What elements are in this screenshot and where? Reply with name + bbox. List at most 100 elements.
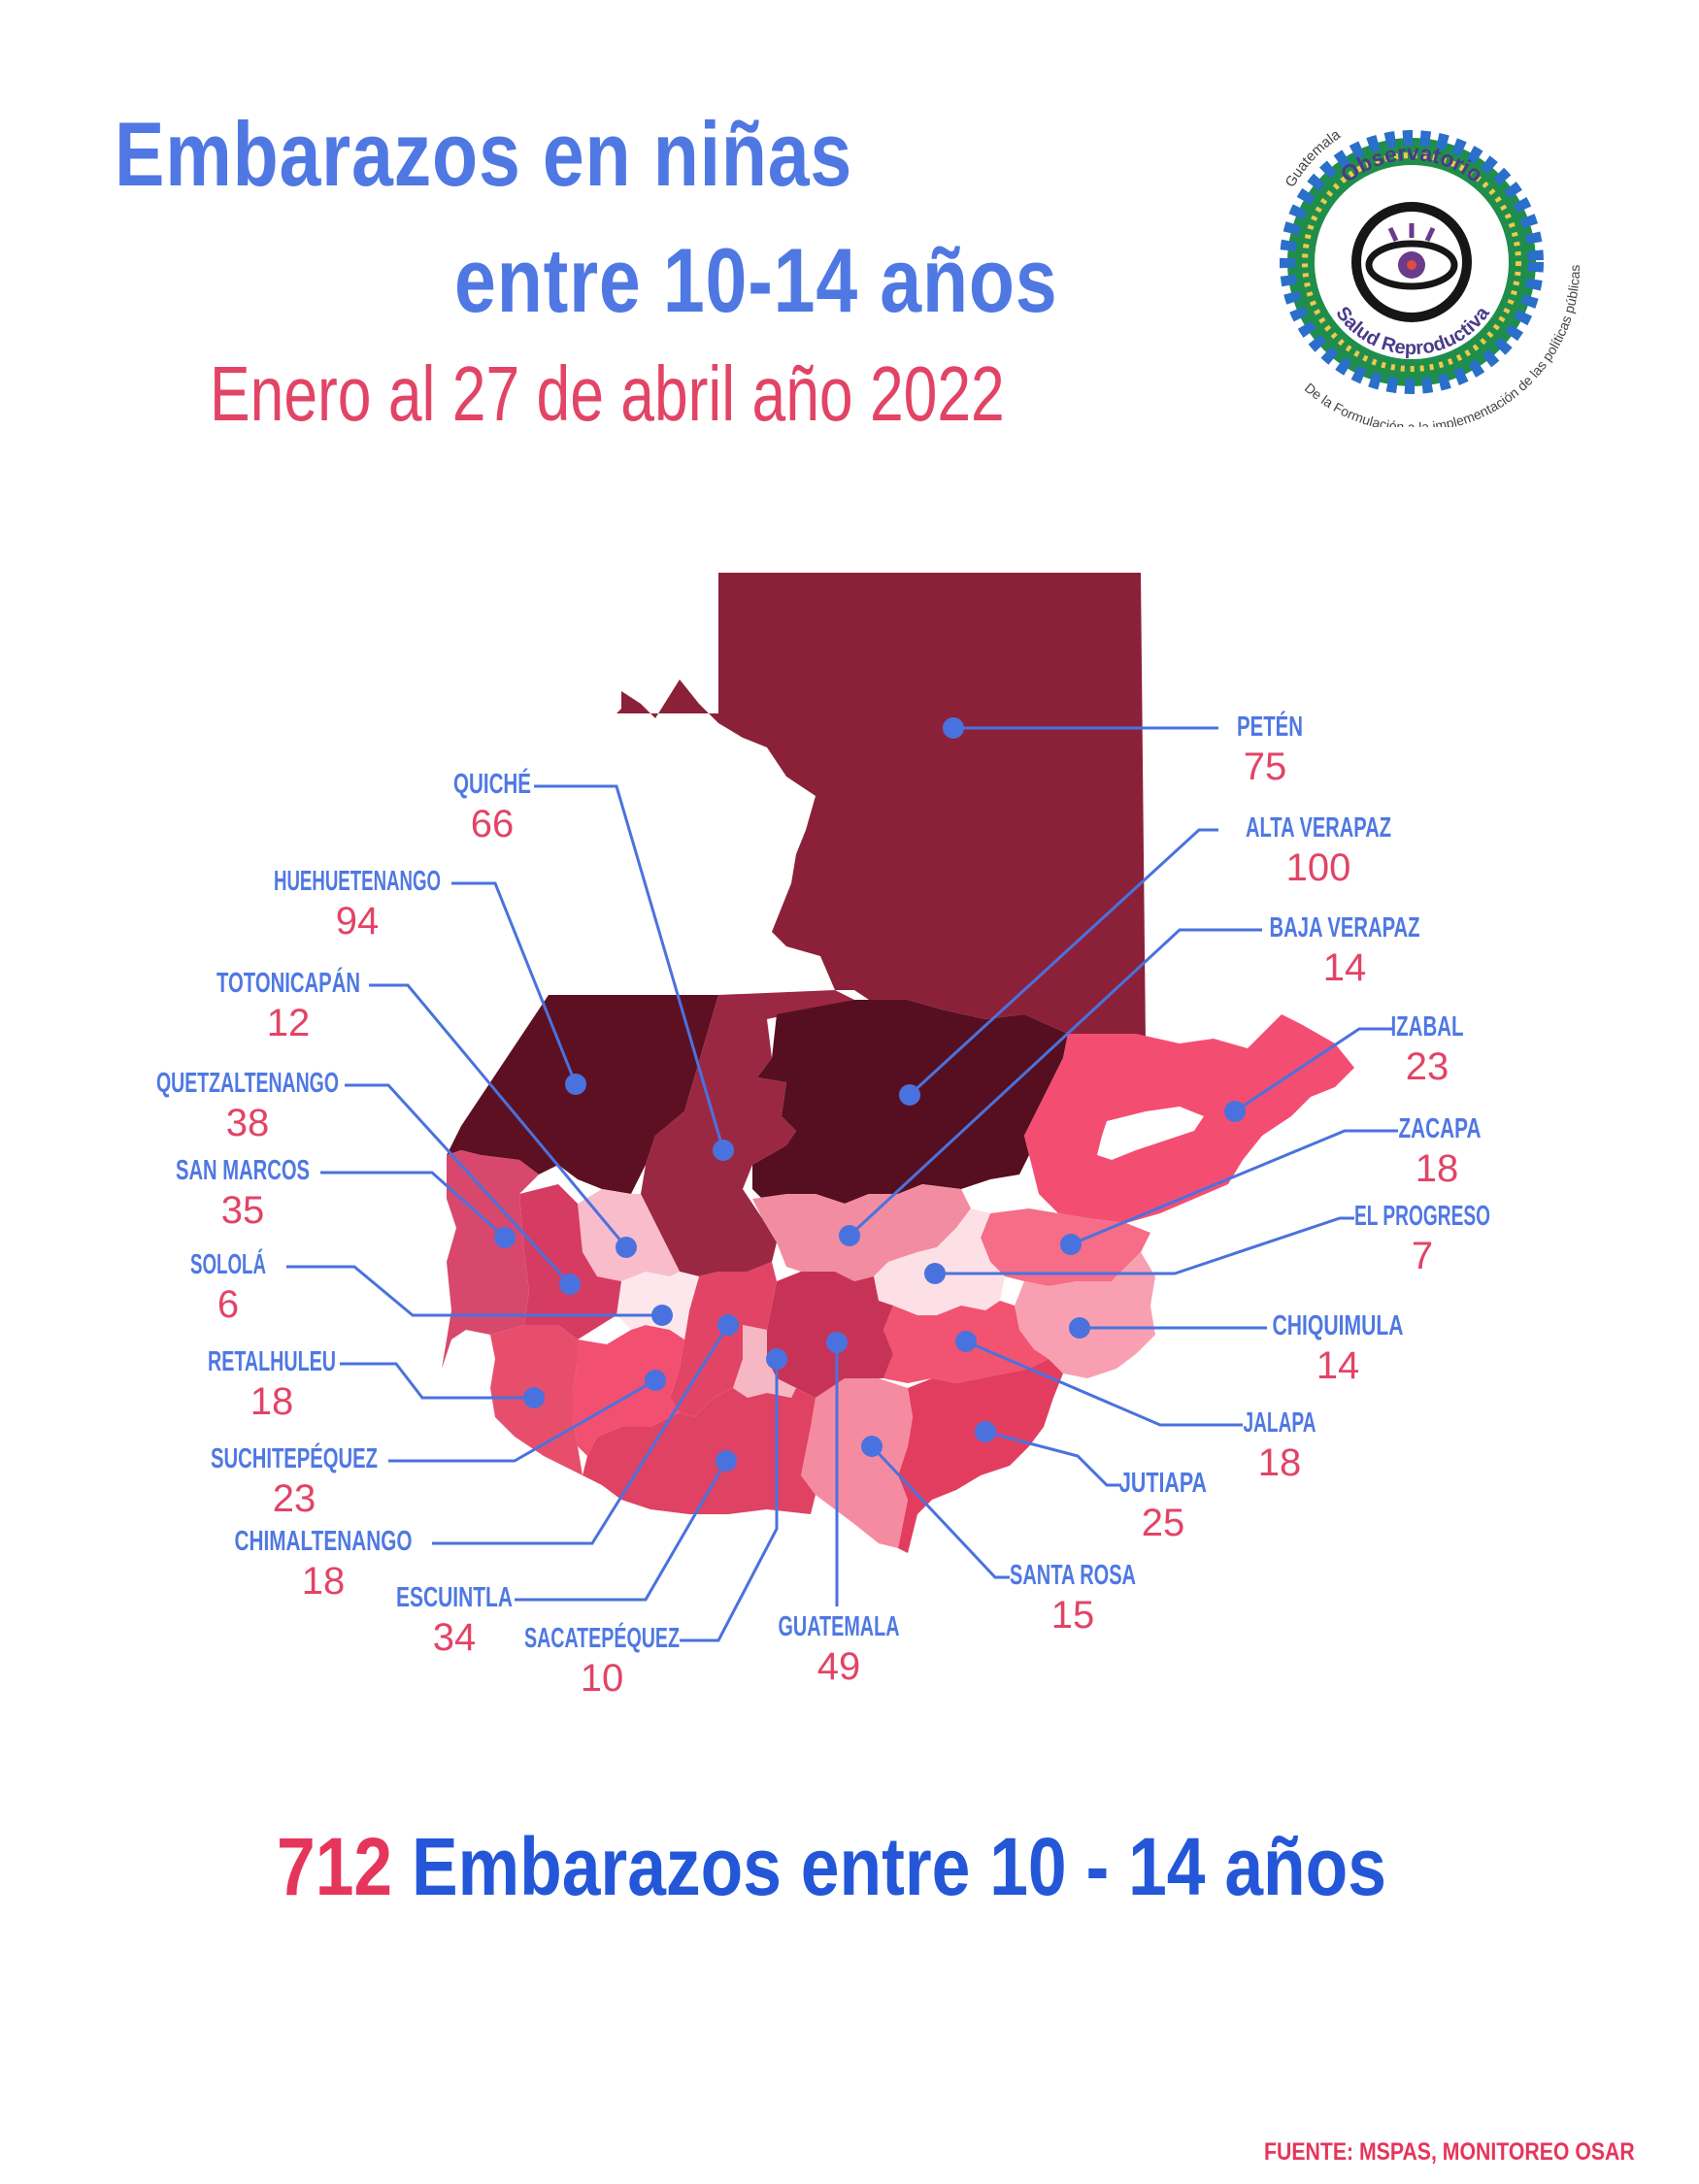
leader-elprogreso <box>935 1216 1354 1275</box>
observatorio-logo: Observatorio Salud Reproductiva Guatemal… <box>1280 126 1580 427</box>
region-huehuetenango <box>447 995 718 1194</box>
label-chimaltenango-value: 18 <box>302 1560 346 1603</box>
label-retalhuleu-value: 18 <box>250 1380 294 1423</box>
label-izabal-value: 23 <box>1406 1045 1449 1088</box>
region-escuintla <box>583 1388 816 1514</box>
label-totonicapan-name: TOTONICAPÁN <box>217 966 360 999</box>
region-bajaverapaz <box>752 1184 971 1281</box>
title-line-1: Embarazos en niñas <box>115 103 853 205</box>
label-sanmarcos-name: SAN MARCOS <box>176 1155 310 1186</box>
dot-jalapa <box>955 1331 977 1352</box>
label-suchitepequez-value: 23 <box>273 1477 316 1520</box>
total-summary: 712 Embarazos entre 10 - 14 años <box>277 1820 1386 1914</box>
eye-icon <box>1365 223 1458 290</box>
leader-jalapa <box>965 1340 1243 1427</box>
dot-sacatepequez <box>766 1348 787 1370</box>
dot-bajaverapaz <box>839 1225 860 1246</box>
dot-quiche <box>713 1140 734 1161</box>
total-text: Embarazos entre 10 - 14 años <box>411 1821 1386 1912</box>
department-labels: PETÉN 75 ALTA VERAPAZ 100 BAJA VERAPAZ 1… <box>156 710 1490 1700</box>
leader-totonicapan <box>369 983 628 1248</box>
region-elprogreso <box>874 1208 1005 1315</box>
title-line-2: entre 10-14 años <box>454 229 1058 331</box>
label-chiquimula-name: CHIQUIMULA <box>1273 1310 1404 1341</box>
map-regions <box>442 573 1354 1553</box>
label-chiquimula-value: 14 <box>1316 1344 1360 1387</box>
label-totonicapan-value: 12 <box>267 1002 311 1044</box>
leader-lines <box>286 726 1398 1642</box>
region-peten <box>616 573 1146 1043</box>
label-santarosa-value: 15 <box>1051 1594 1095 1637</box>
label-huehuetenango-name: HUEHUETENANGO <box>274 866 441 897</box>
region-sacatepequez <box>733 1325 796 1398</box>
region-santarosa <box>801 1378 913 1548</box>
label-jalapa-name: JALAPA <box>1244 1407 1316 1439</box>
leader-retalhuleu <box>340 1362 534 1400</box>
label-altaverapaz-name: ALTA VERAPAZ <box>1246 812 1391 844</box>
label-bajaverapaz-value: 14 <box>1323 946 1367 989</box>
label-bajaverapaz-name: BAJA VERAPAZ <box>1270 912 1420 943</box>
leader-quetzaltenango <box>345 1083 572 1286</box>
label-sacatepequez-value: 10 <box>581 1657 624 1700</box>
leader-chimaltenango <box>432 1324 730 1545</box>
leader-izabal <box>1234 1027 1393 1113</box>
dot-chimaltenango <box>717 1314 739 1336</box>
region-chiquimula <box>1015 1252 1155 1378</box>
dot-elprogreso <box>924 1263 946 1284</box>
label-solola-name: SOLOLÁ <box>190 1247 266 1280</box>
label-huehuetenango-value: 94 <box>336 900 380 943</box>
leader-solola <box>286 1265 662 1317</box>
label-chimaltenango-name: CHIMALTENANGO <box>235 1526 413 1557</box>
dot-santarosa <box>861 1436 883 1457</box>
map-dots <box>494 717 1246 1472</box>
total-number: 712 <box>277 1821 393 1912</box>
region-quiche <box>641 990 854 1276</box>
leader-zacapa <box>1070 1129 1398 1246</box>
dot-solola <box>651 1305 673 1326</box>
label-quiche-name: QUICHÉ <box>453 767 531 800</box>
dot-peten <box>943 717 964 739</box>
dot-guatemala <box>826 1332 848 1353</box>
label-escuintla-name: ESCUINTLA <box>396 1582 513 1613</box>
label-izabal-name: IZABAL <box>1391 1011 1464 1042</box>
label-peten-name: PETÉN <box>1237 710 1303 743</box>
label-suchitepequez-name: SUCHITEPÉQUEZ <box>211 1441 378 1474</box>
leader-suchitepequez <box>388 1378 656 1463</box>
label-guatemala-value: 49 <box>817 1645 861 1688</box>
dot-altaverapaz <box>899 1084 920 1106</box>
label-zacapa-name: ZACAPA <box>1399 1113 1482 1144</box>
label-peten-value: 75 <box>1244 745 1287 788</box>
region-totonicapan <box>578 1189 680 1281</box>
label-quiche-value: 66 <box>471 803 515 845</box>
dot-izabal <box>1224 1101 1246 1122</box>
leader-jutiapa <box>984 1430 1121 1487</box>
dot-escuintla <box>716 1450 737 1472</box>
label-elprogreso-value: 7 <box>1412 1235 1433 1277</box>
label-altaverapaz-value: 100 <box>1286 846 1351 889</box>
dot-huehuetenango <box>565 1074 586 1095</box>
leader-altaverapaz <box>908 828 1218 1097</box>
lake-izabal <box>1097 1107 1204 1160</box>
dot-quetzaltenango <box>559 1274 581 1295</box>
dot-suchitepequez <box>645 1370 666 1391</box>
label-sanmarcos-value: 35 <box>221 1189 265 1232</box>
leader-santarosa <box>870 1444 1010 1579</box>
source-note: FUENTE: MSPAS, MONITOREO OSAR <box>1264 2138 1635 2166</box>
leader-huehuetenango <box>451 881 578 1085</box>
region-suchitepequez <box>573 1325 684 1456</box>
dot-retalhuleu <box>523 1387 545 1408</box>
dot-zacapa <box>1060 1234 1082 1255</box>
dot-jutiapa <box>975 1421 996 1442</box>
label-zacapa-value: 18 <box>1416 1147 1459 1190</box>
leader-escuintla <box>515 1460 728 1602</box>
label-jutiapa-value: 25 <box>1142 1502 1185 1544</box>
label-solola-value: 6 <box>217 1283 239 1326</box>
leader-bajaverapaz <box>848 928 1262 1238</box>
label-jutiapa-name: JUTIAPA <box>1119 1468 1207 1499</box>
dot-sanmarcos <box>494 1227 516 1248</box>
region-jutiapa <box>898 1359 1063 1553</box>
leader-sacatepequez <box>680 1359 779 1642</box>
label-sacatepequez-name: SACATEPÉQUEZ <box>524 1621 680 1654</box>
leader-quiche <box>534 784 725 1151</box>
